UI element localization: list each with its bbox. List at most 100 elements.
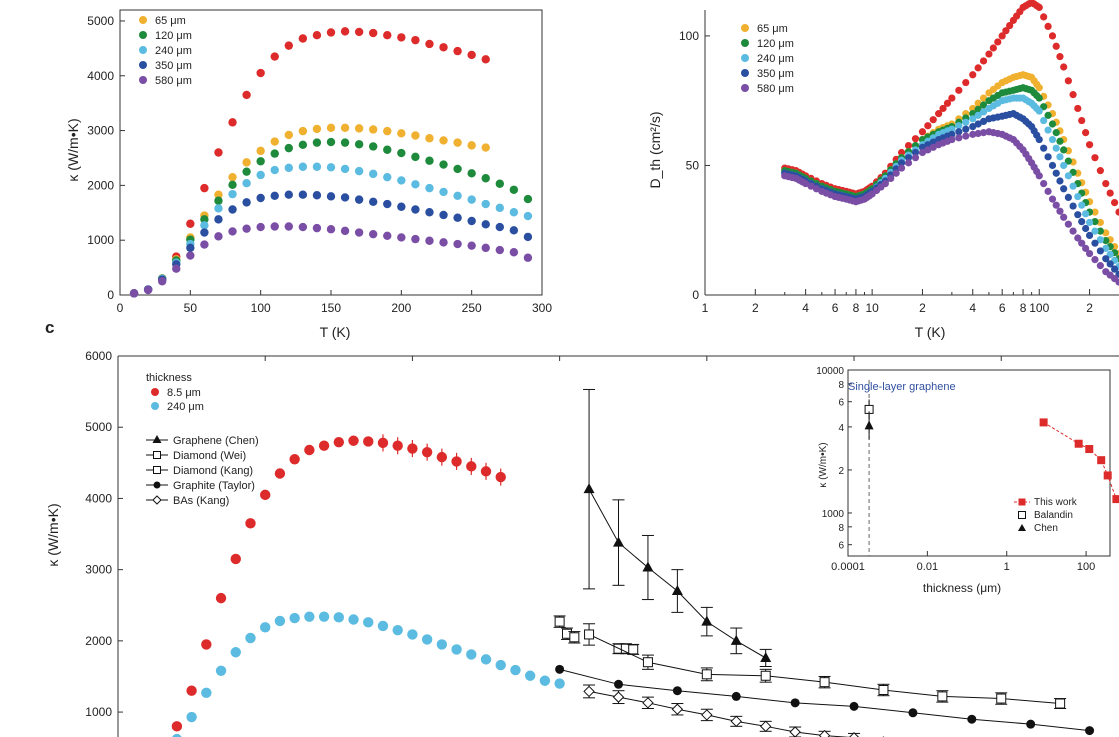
panel-b-point (1035, 3, 1043, 12)
panel-b-point (1085, 249, 1094, 258)
panel-a-point (340, 193, 350, 202)
panel-b-point (1064, 157, 1072, 165)
panel-a-point (270, 149, 279, 158)
panel-a-point (509, 226, 519, 235)
panel-a-point (453, 191, 462, 200)
panel-a-point (397, 129, 406, 138)
panel-a-point (425, 156, 434, 165)
panel-b-point (969, 122, 977, 131)
panel-a-point (369, 169, 378, 179)
panel-a-point (270, 191, 279, 200)
panel-c-point (186, 685, 197, 696)
panel-c-legend: thickness 8.5 μm 240 μm Graphene (Chen) Diam… (146, 372, 259, 507)
panel-a-point (284, 163, 293, 173)
panel-b-legend: 65 μm 120 μm 240 μm 350 μm 580 μm (741, 23, 794, 95)
panel-c-marker-diamond (849, 732, 860, 737)
panel-c-marker-diamond (583, 685, 595, 698)
panel-c-marker-square (554, 616, 565, 627)
panel-c-marker-diamond (671, 703, 684, 715)
panel-a-point (143, 285, 153, 295)
panel-c-legend-label: Graphite (Taylor) (173, 480, 255, 492)
inset-data (864, 380, 1119, 556)
panel-a-point (383, 31, 392, 40)
panel-b-point (1069, 202, 1077, 210)
panel-b-data (781, 0, 1119, 286)
panel-a-point (523, 253, 533, 262)
panel-a-point (439, 160, 448, 169)
panel-c-legend-marker (153, 451, 161, 459)
panel-c-marker-square (584, 629, 595, 640)
panel-a-xtick-label: 250 (462, 301, 482, 315)
panel-a-point (228, 189, 237, 199)
panel-c-point (407, 629, 418, 640)
panel-c-point (363, 436, 374, 447)
panel-a-point (326, 225, 336, 234)
panel-a-point (495, 245, 504, 255)
panel-b-point (1096, 227, 1104, 235)
panel-b-xtick-label: 2 (752, 301, 759, 315)
panel-b-point (1091, 208, 1099, 216)
inset-point (1039, 418, 1048, 427)
panel-b-point (924, 146, 932, 154)
panel-a-point (523, 211, 533, 221)
panel-b-point (1052, 201, 1060, 209)
panel-c-legend-label: 8.5 μm (167, 387, 201, 399)
panel-a-ytick-label: 2000 (87, 178, 114, 192)
panel-b-legend-label: 240 μm (757, 53, 794, 65)
panel-a-point (340, 164, 350, 174)
panel-a-point (326, 192, 336, 201)
panel-b-point (892, 169, 900, 177)
panel-b-point (1060, 146, 1068, 154)
panel-c-marker-square (569, 632, 580, 643)
panel-c-marker-square (878, 684, 889, 695)
panel-b-point (887, 174, 895, 183)
panel-b-point (969, 71, 977, 79)
panel-a-point (397, 148, 406, 158)
panel-a-point (298, 34, 308, 43)
panel-a-point (425, 208, 434, 217)
panel-a-point (200, 240, 209, 249)
panel-a: 0 50 100 150 200 250 300010002000300040005000 … (65, 9, 552, 340)
panel-a-legend-label: 120 μm (155, 30, 192, 42)
panel-a-point (256, 170, 265, 180)
panel-b-point (1035, 107, 1043, 115)
panel-a-point (369, 28, 378, 38)
inset-line (1043, 421, 1117, 500)
panel-c-legend-label: Diamond (Wei) (173, 450, 246, 462)
panel-c-marker-circle (790, 698, 800, 708)
panel-a-point (270, 137, 279, 146)
panel-a-point (228, 118, 237, 127)
panel-b-point (1102, 244, 1110, 252)
panel-c-marker-circle (731, 691, 741, 701)
panel-a-point (439, 43, 448, 52)
panel-c-marker-circle (1085, 726, 1095, 736)
inset-frame: 0.0001 0.01 1 100 10000 8 6 4 2 1000 8 6 (816, 366, 1111, 573)
panel-c-marker-diamond (642, 697, 654, 709)
panel-b-point (1091, 217, 1099, 226)
panel-c-marker-diamond (730, 715, 742, 728)
panel-a-point (326, 123, 336, 133)
panel-b-point (998, 32, 1006, 40)
panel-b-point (948, 130, 956, 138)
panel-b-point (1115, 208, 1119, 216)
panel-a-point (214, 232, 223, 241)
panel-b-point (955, 128, 963, 136)
panel-b-xtick-label: 10 (865, 301, 879, 315)
panel-b-point (962, 132, 970, 140)
inset-xtick-label: 0.01 (917, 561, 938, 573)
panel-b-point (1085, 141, 1094, 149)
panel-c-marker-triangle (583, 483, 595, 494)
panel-a-point (411, 234, 420, 244)
panel-b-point (1052, 42, 1060, 50)
panel-b-point (897, 159, 906, 167)
panel-b-point (989, 44, 997, 52)
panel-a-point (383, 199, 392, 209)
panel-b-point (1078, 116, 1086, 125)
panel-b-point (994, 38, 1002, 46)
panel-c-marker-diamond (612, 691, 625, 703)
panel-a-point (186, 219, 195, 228)
panel-a-point (467, 241, 476, 250)
panel-c-point (318, 611, 330, 622)
